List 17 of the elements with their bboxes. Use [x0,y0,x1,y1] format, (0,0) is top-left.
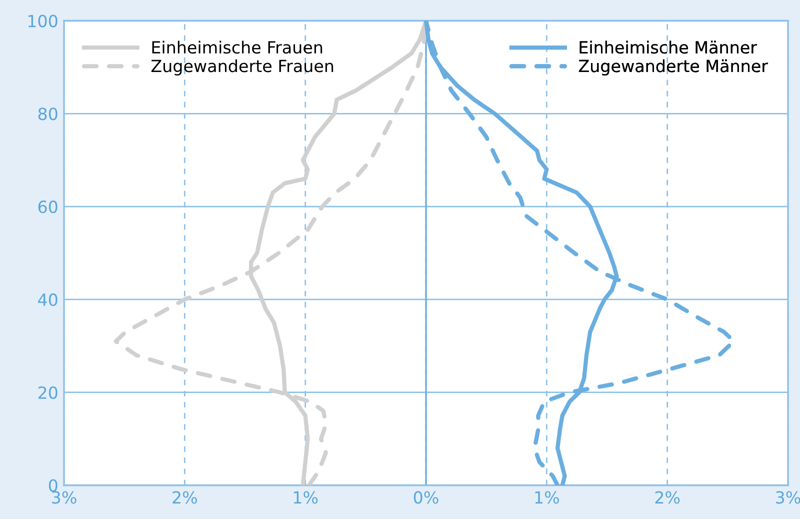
x-tick-label: 2% [655,491,680,504]
x-tick-label: 1% [535,491,559,504]
y-tick-label: 80 [38,108,58,120]
x-tick-label: 2% [172,491,197,504]
legend-label: Einheimische Frauen [152,40,322,54]
legend-label: Einheimische Männer [580,40,758,54]
x-tick-label: 3% [52,491,76,504]
y-tick-label: 60 [38,200,58,214]
y-tick-label: 40 [38,293,58,306]
x-tick-label: 1% [294,491,318,504]
legend-label: Zugewanderte Frauen [151,59,334,76]
legend-label: Zugewanderte Männer [578,59,768,76]
x-tick-label: 0% [414,491,438,504]
y-tick-label: 20 [38,386,58,399]
x-tick-label: 3% [776,491,800,504]
y-tick-label: 100 [28,14,58,28]
y-tick-label: 0 [48,479,58,492]
